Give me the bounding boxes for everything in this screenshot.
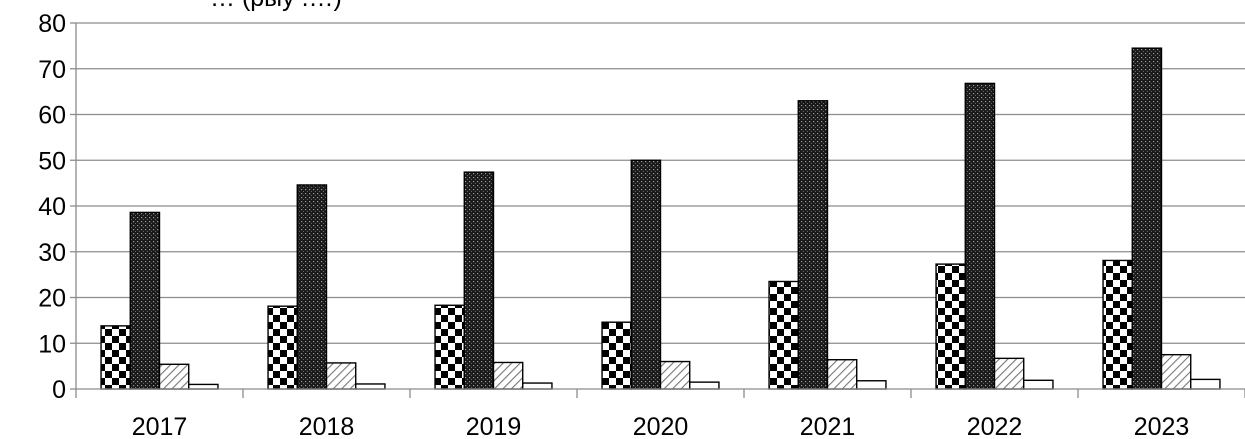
bar-checker-2017 bbox=[100, 325, 131, 390]
bar-hatch-2017 bbox=[158, 363, 190, 390]
bar-hatch-2023 bbox=[1160, 353, 1192, 390]
chart-title: … (рыу .…) bbox=[210, 0, 342, 12]
bar-checker-2020 bbox=[601, 321, 632, 390]
bar-dots-2018 bbox=[296, 184, 328, 390]
y-tick-label: 40 bbox=[38, 193, 66, 221]
x-tick-label: 2019 bbox=[466, 413, 522, 439]
bar-blank-2020 bbox=[689, 381, 720, 390]
y-tick-label: 60 bbox=[38, 102, 66, 130]
x-tick-label: 2021 bbox=[800, 413, 856, 439]
bar-checker-2023 bbox=[1102, 259, 1133, 390]
bar-blank-2021 bbox=[856, 380, 887, 390]
bar-blank-2019 bbox=[522, 382, 553, 390]
y-axis-ticks: 0 10 20 30 40 50 60 70 80 bbox=[38, 10, 76, 404]
x-tick-label: 2018 bbox=[299, 413, 355, 439]
x-axis bbox=[75, 23, 1245, 398]
bar-blank-2022 bbox=[1023, 379, 1054, 390]
bar-blank-2018 bbox=[355, 383, 386, 390]
bar-dots-2017 bbox=[129, 211, 161, 390]
bar-hatch-2021 bbox=[826, 359, 858, 390]
bars bbox=[100, 47, 1221, 390]
x-tick-label: 2017 bbox=[132, 413, 188, 439]
bar-dots-2019 bbox=[463, 171, 495, 390]
bar-blank-2017 bbox=[188, 383, 219, 390]
bar-checker-2018 bbox=[267, 305, 298, 390]
bar-dots-2023 bbox=[1131, 47, 1163, 390]
x-tick-label: 2022 bbox=[967, 413, 1023, 439]
y-tick-label: 70 bbox=[38, 56, 66, 84]
y-tick-label: 0 bbox=[52, 376, 66, 404]
y-tick-label: 10 bbox=[38, 330, 66, 358]
bar-hatch-2020 bbox=[659, 360, 691, 390]
bar-dots-2022 bbox=[964, 82, 996, 390]
y-tick-label: 30 bbox=[38, 239, 66, 267]
bar-hatch-2018 bbox=[325, 362, 357, 390]
bar-hatch-2022 bbox=[993, 357, 1025, 390]
bar-checker-2022 bbox=[935, 263, 966, 390]
y-tick-label: 50 bbox=[38, 147, 66, 175]
bar-dots-2020 bbox=[630, 159, 662, 390]
x-axis-labels: 2017 2018 2019 2020 2021 2022 2023 bbox=[132, 413, 1190, 439]
y-tick-label: 80 bbox=[38, 10, 66, 38]
bar-blank-2023 bbox=[1190, 378, 1221, 390]
bar-hatch-2019 bbox=[492, 361, 524, 390]
bar-checker-2019 bbox=[434, 304, 465, 390]
x-tick-label: 2023 bbox=[1134, 413, 1190, 439]
bar-dots-2021 bbox=[797, 100, 829, 390]
y-tick-label: 20 bbox=[38, 285, 66, 313]
bar-checker-2021 bbox=[768, 280, 799, 390]
x-tick-label: 2020 bbox=[633, 413, 689, 439]
